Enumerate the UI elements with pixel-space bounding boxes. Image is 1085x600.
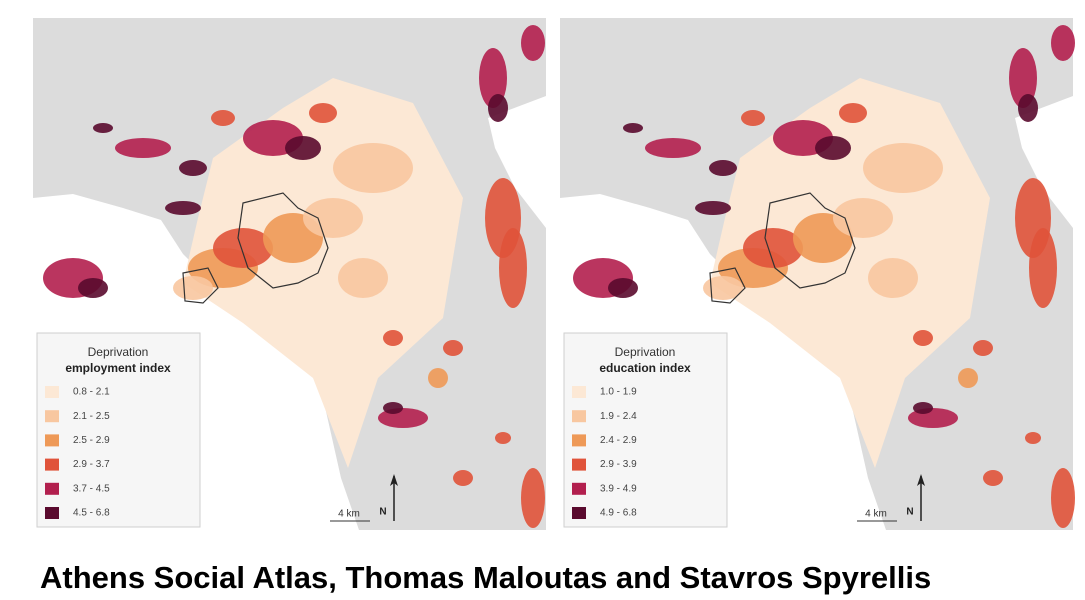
legend-swatch: [572, 434, 586, 447]
district: [285, 136, 321, 160]
legend-swatch: [45, 410, 59, 423]
district: [303, 198, 363, 238]
scale-label: 4 km: [338, 509, 360, 520]
district: [383, 330, 403, 346]
legend-title: Deprivation: [615, 345, 676, 359]
district: [479, 48, 507, 108]
caption: Athens Social Atlas, Thomas Maloutas and…: [40, 560, 931, 595]
legend-label: 2.1 - 2.5: [73, 411, 110, 422]
district: [443, 340, 463, 356]
municipality-outline: [237, 192, 329, 289]
north-label: N: [906, 507, 913, 518]
legend-box: [563, 332, 728, 528]
district: [695, 201, 731, 215]
district: [213, 228, 273, 268]
district: [1009, 48, 1037, 108]
legend-label: 0.8 - 2.1: [73, 387, 110, 398]
district: [383, 402, 403, 414]
legend-label: 2.9 - 3.9: [600, 459, 637, 470]
legend-label: 2.9 - 3.7: [73, 459, 110, 470]
district: [743, 228, 803, 268]
district: [309, 103, 337, 123]
district: [983, 470, 1003, 486]
district: [495, 432, 511, 444]
legend-swatch: [572, 386, 586, 398]
north-arrow-head: [917, 474, 925, 486]
legend-label: 2.5 - 2.9: [73, 435, 110, 446]
district: [741, 110, 765, 126]
legend-swatch: [572, 410, 586, 423]
district: [499, 228, 527, 308]
legend-swatch: [572, 482, 586, 495]
district: [333, 143, 413, 193]
legend-label: 3.7 - 4.5: [73, 483, 110, 494]
legend-subtitle: employment index: [65, 361, 171, 375]
district: [868, 258, 918, 298]
municipality-outline: [709, 267, 746, 304]
district: [913, 402, 933, 414]
district: [173, 276, 213, 300]
district: [179, 160, 207, 176]
district: [78, 278, 108, 298]
district: [453, 470, 473, 486]
sea: [488, 96, 546, 228]
legend-label: 4.9 - 6.8: [600, 508, 637, 519]
district: [815, 136, 851, 160]
legend-swatch: [45, 507, 59, 519]
district: [1051, 468, 1075, 528]
district: [521, 468, 545, 528]
legend-label: 4.5 - 6.8: [73, 508, 110, 519]
district: [608, 278, 638, 298]
district: [833, 198, 893, 238]
district: [913, 330, 933, 346]
district: [973, 340, 993, 356]
sea: [1015, 96, 1073, 228]
district: [338, 258, 388, 298]
legend-label: 1.9 - 2.4: [600, 411, 637, 422]
legend-label: 2.4 - 2.9: [600, 435, 637, 446]
district: [488, 94, 508, 122]
legend-swatch: [572, 458, 586, 471]
scale-label: 4 km: [865, 509, 887, 520]
legend-swatch: [572, 507, 586, 519]
district: [428, 368, 448, 388]
district: [521, 25, 545, 61]
district: [211, 110, 235, 126]
map-education: Deprivation education index 1.0 - 1.9 1.9 -…: [560, 18, 1075, 530]
municipality-outline: [764, 192, 856, 289]
district: [839, 103, 867, 123]
map-employment: Deprivation employment index 0.8 - 2.1 2.1 …: [33, 18, 546, 530]
legend-title: Deprivation: [88, 345, 149, 359]
district: [703, 276, 743, 300]
district: [863, 143, 943, 193]
district: [1029, 228, 1057, 308]
legend-swatch: [45, 386, 59, 398]
north-label: N: [379, 507, 386, 518]
legend-swatch: [45, 458, 59, 471]
district: [623, 123, 643, 133]
north-arrow-head: [390, 474, 398, 486]
legend-swatch: [45, 434, 59, 447]
district: [1025, 432, 1041, 444]
legend-subtitle: education index: [599, 361, 691, 375]
legend-swatch: [45, 482, 59, 495]
district: [165, 201, 201, 215]
legend-box: [36, 332, 201, 528]
district: [709, 160, 737, 176]
district: [93, 123, 113, 133]
municipality-outline: [182, 267, 219, 304]
district: [1051, 25, 1075, 61]
district: [645, 138, 701, 158]
district: [1018, 94, 1038, 122]
legend-label: 3.9 - 4.9: [600, 483, 637, 494]
district: [115, 138, 171, 158]
legend-label: 1.0 - 1.9: [600, 387, 637, 398]
district: [958, 368, 978, 388]
